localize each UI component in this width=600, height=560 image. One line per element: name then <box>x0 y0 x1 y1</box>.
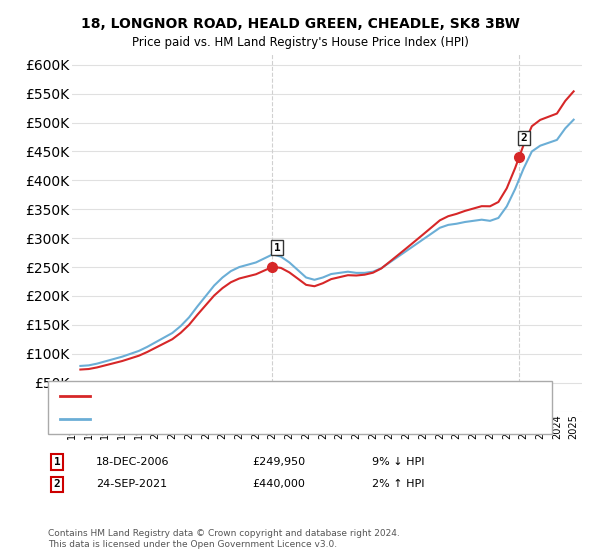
Text: 2: 2 <box>53 479 61 489</box>
Text: 1: 1 <box>274 242 280 253</box>
Text: £440,000: £440,000 <box>252 479 305 489</box>
Text: 2: 2 <box>521 133 527 143</box>
Text: 18-DEC-2006: 18-DEC-2006 <box>96 457 170 467</box>
Text: 18, LONGNOR ROAD, HEALD GREEN, CHEADLE, SK8 3BW (detached house): 18, LONGNOR ROAD, HEALD GREEN, CHEADLE, … <box>96 391 487 401</box>
Text: £249,950: £249,950 <box>252 457 305 467</box>
Text: HPI: Average price, detached house, Stockport: HPI: Average price, detached house, Stoc… <box>96 414 340 424</box>
Text: 18, LONGNOR ROAD, HEALD GREEN, CHEADLE, SK8 3BW: 18, LONGNOR ROAD, HEALD GREEN, CHEADLE, … <box>80 17 520 31</box>
Text: Contains HM Land Registry data © Crown copyright and database right 2024.
This d: Contains HM Land Registry data © Crown c… <box>48 529 400 549</box>
Text: 24-SEP-2021: 24-SEP-2021 <box>96 479 167 489</box>
Text: 2% ↑ HPI: 2% ↑ HPI <box>372 479 425 489</box>
Text: Price paid vs. HM Land Registry's House Price Index (HPI): Price paid vs. HM Land Registry's House … <box>131 36 469 49</box>
Text: 9% ↓ HPI: 9% ↓ HPI <box>372 457 425 467</box>
Text: 1: 1 <box>53 457 61 467</box>
